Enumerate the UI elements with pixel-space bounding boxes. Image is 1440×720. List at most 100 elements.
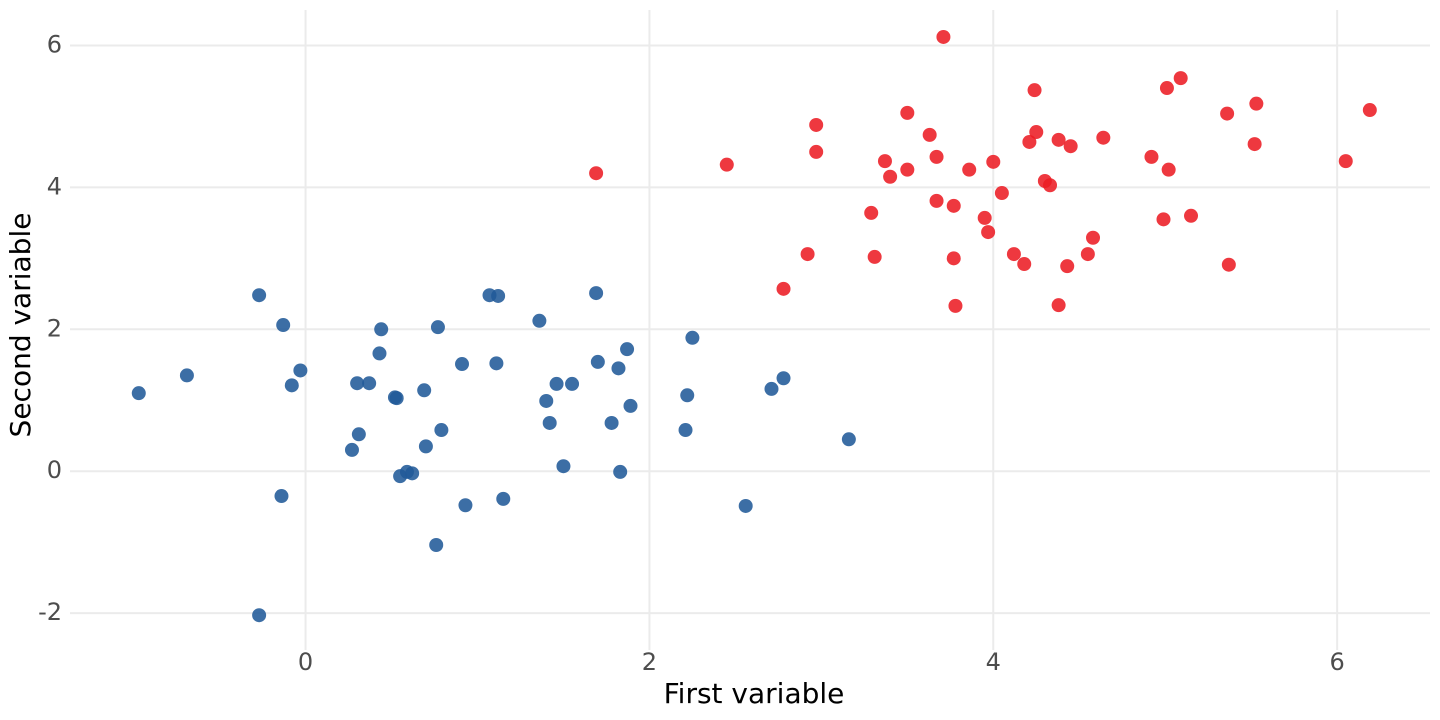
y-tick-label: 0 <box>47 456 62 484</box>
point <box>418 439 433 454</box>
point <box>405 466 420 481</box>
point <box>1249 96 1264 111</box>
point <box>883 169 898 184</box>
point <box>1060 259 1075 274</box>
point <box>417 383 432 398</box>
point <box>680 388 695 403</box>
point <box>542 415 557 430</box>
y-tick-label: 4 <box>47 172 62 200</box>
point <box>549 376 564 391</box>
point <box>809 144 824 159</box>
point <box>1029 125 1044 140</box>
point <box>1362 103 1377 118</box>
x-tick-label: 0 <box>298 648 313 676</box>
y-tick-label: 2 <box>47 314 62 342</box>
point <box>458 498 473 513</box>
point <box>738 498 753 513</box>
point <box>496 491 511 506</box>
point <box>1051 298 1066 313</box>
point <box>946 251 961 266</box>
point <box>131 386 146 401</box>
point <box>590 354 605 369</box>
point <box>986 154 1001 169</box>
point <box>620 342 635 357</box>
y-axis-title: Second variable <box>4 213 37 438</box>
point <box>977 210 992 225</box>
point <box>1080 247 1095 262</box>
y-tick-label: 6 <box>47 30 62 58</box>
point <box>1144 149 1159 164</box>
point <box>344 442 359 457</box>
point <box>809 117 824 132</box>
point <box>1184 208 1199 223</box>
point <box>776 371 791 386</box>
point <box>776 281 791 296</box>
point <box>489 356 504 371</box>
point <box>389 391 404 406</box>
point <box>589 286 604 301</box>
point <box>948 298 963 313</box>
point <box>1338 154 1353 169</box>
point <box>900 162 915 177</box>
point <box>922 127 937 142</box>
point <box>455 357 470 372</box>
point <box>532 313 547 328</box>
point <box>623 398 638 413</box>
point <box>994 186 1009 201</box>
point <box>274 489 289 504</box>
point <box>1086 230 1101 245</box>
x-axis-title: First variable <box>664 677 845 710</box>
y-tick-label: -2 <box>38 598 62 626</box>
point <box>1017 257 1032 272</box>
point <box>867 249 882 264</box>
point <box>1022 134 1037 149</box>
point <box>929 193 944 208</box>
point <box>276 318 291 333</box>
point <box>252 288 267 303</box>
point <box>1221 257 1236 272</box>
point <box>362 376 377 391</box>
x-tick-label: 2 <box>642 648 657 676</box>
point <box>981 225 996 240</box>
point <box>678 423 693 438</box>
point <box>1220 106 1235 121</box>
point <box>1161 162 1176 177</box>
point <box>929 149 944 164</box>
point <box>351 427 366 442</box>
point <box>800 247 815 262</box>
point <box>719 157 734 172</box>
point <box>900 105 915 120</box>
point <box>539 393 554 408</box>
point <box>491 288 506 303</box>
point <box>764 381 779 396</box>
point <box>604 415 619 430</box>
point <box>1159 81 1174 96</box>
point <box>936 29 951 44</box>
point <box>1043 178 1058 193</box>
point <box>350 376 365 391</box>
point <box>962 162 977 177</box>
point <box>372 346 387 361</box>
point <box>429 537 444 552</box>
point <box>374 322 389 337</box>
point <box>565 376 580 391</box>
point <box>179 368 194 383</box>
point <box>685 330 700 345</box>
point <box>293 363 308 378</box>
point <box>284 378 299 393</box>
point <box>877 154 892 169</box>
point <box>589 166 604 181</box>
point <box>430 320 445 335</box>
point <box>1096 130 1111 145</box>
point <box>611 361 626 376</box>
x-tick-label: 4 <box>986 648 1001 676</box>
point <box>434 423 449 438</box>
x-tick-label: 6 <box>1330 648 1345 676</box>
point <box>1006 247 1021 262</box>
point <box>1156 212 1171 227</box>
point <box>556 459 571 474</box>
point <box>1063 139 1078 154</box>
point <box>841 432 856 447</box>
point <box>864 205 879 220</box>
